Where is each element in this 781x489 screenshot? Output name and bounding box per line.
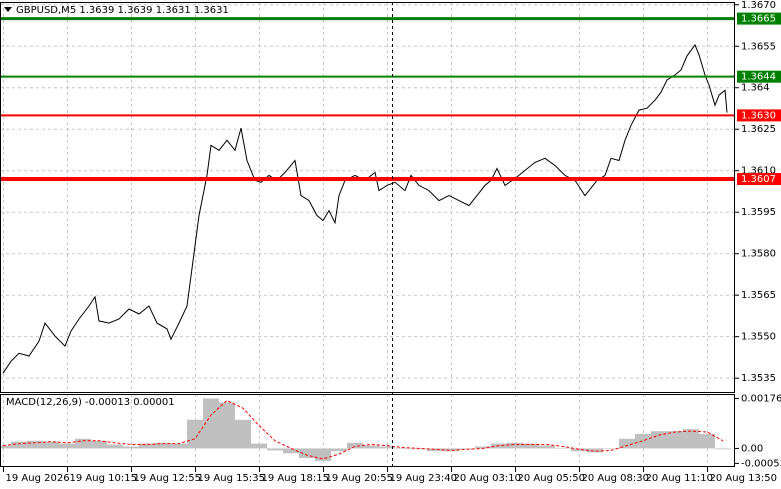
x-tick-label: 19 Aug 10:15 [70,473,137,484]
y-tick-label: 1.3670 [741,0,776,11]
histogram-bar [363,445,379,449]
x-tick-label: 19 Aug 18:15 [262,473,329,484]
y-tick-label: 0.00 [741,443,763,454]
histogram-bar [347,442,363,449]
histogram-bar [235,419,251,449]
histogram-bar [75,438,91,449]
y-tick-label: -0.00053 [741,458,781,469]
histogram-bar [155,442,171,449]
x-tick-label: 20 Aug 11:10 [646,473,713,484]
level-label-box [737,12,781,25]
x-tick-label: 19 Aug 23:40 [390,473,457,484]
histogram-bar [283,448,299,454]
x-tick-label: 20 Aug 13:50 [710,473,777,484]
histogram-bar [539,445,555,449]
x-tick-label: 19 Aug 20:55 [326,473,393,484]
chart-title: GBPUSD,M5 1.3639 1.3639 1.3631 1.3631 [16,5,229,16]
histogram-bar [331,448,347,452]
histogram-bar [0,445,11,449]
y-tick-label: 1.3595 [741,207,776,218]
histogram-bar [187,419,203,449]
x-tick-label: 19 Aug 12:55 [134,473,201,484]
histogram-bar [395,448,411,449]
price-line [2,43,728,374]
histogram-bar [699,433,715,449]
y-tick-label: 1.3625 [741,124,776,135]
macd-pane-frame [0,394,735,467]
level-label: 1.3665 [741,14,776,25]
histogram-bar [683,429,699,449]
histogram-bar [715,448,731,450]
histogram-bar [171,443,187,449]
y-tick-label: 1.364 [741,83,770,94]
y-tick-label: 1.3580 [741,249,776,260]
histogram-bar [123,446,139,449]
histogram-bar [267,448,283,451]
level-label-box [737,70,781,83]
level-label-box [737,109,781,122]
x-tick-label: 20 Aug 05:50 [518,473,585,484]
histogram-bar [315,448,331,461]
histogram-bar [219,402,235,449]
level-label: 1.3607 [741,174,776,185]
x-tick-label: 19 Aug 2026 [6,473,70,484]
histogram-bar [635,433,651,449]
y-tick-label: 1.3550 [741,332,776,343]
histogram-bar [427,448,443,452]
level-layer [0,17,735,182]
histogram-bar [251,443,267,449]
histogram-bar [379,446,395,449]
y-tick-label: 0.00176 [741,394,781,405]
histogram-bar [59,443,75,449]
x-tick-label: 19 Aug 15:35 [198,473,265,484]
histogram-bar [555,448,571,449]
histogram-bar [43,441,59,449]
histogram-bar [91,440,107,449]
histogram-bar [299,448,315,459]
data-layer [0,43,731,461]
histogram-bar [11,441,27,449]
price-pane-frame [0,2,735,393]
histogram-bar [107,444,123,449]
histogram-bar [667,431,683,449]
histogram-bar [507,442,523,449]
macd-title: MACD(12,26,9) -0.00013 0.00001 [6,397,175,408]
signal-line [2,399,724,460]
histogram-bar [603,448,619,449]
level-label: 1.3630 [741,110,776,121]
histogram-bar [571,448,587,452]
histogram-bar [619,438,635,449]
y-tick-label: 1.3535 [741,373,776,384]
histogram-bar [139,443,155,449]
y-tick-label: 1.3565 [741,290,776,301]
x-tick-label: 20 Aug 03:10 [454,473,521,484]
histogram-bar [475,446,491,449]
level-label-box [737,173,781,186]
histogram-bar [651,431,667,449]
histogram-bar [27,440,43,449]
level-label: 1.3644 [741,72,776,83]
menu-triangle [4,7,12,12]
y-tick-label: 1.3655 [741,41,776,52]
y-tick-label: 1.3610 [741,166,776,177]
histogram-bar [587,448,603,453]
histogram-bar [523,443,539,449]
histogram-bar [443,448,459,452]
axis-layer: 1.3670 1.3655 1.364 1.3625 1.3610 1.3595 1.358… [3,0,781,484]
x-tick-label: 20 Aug 08:30 [582,473,649,484]
